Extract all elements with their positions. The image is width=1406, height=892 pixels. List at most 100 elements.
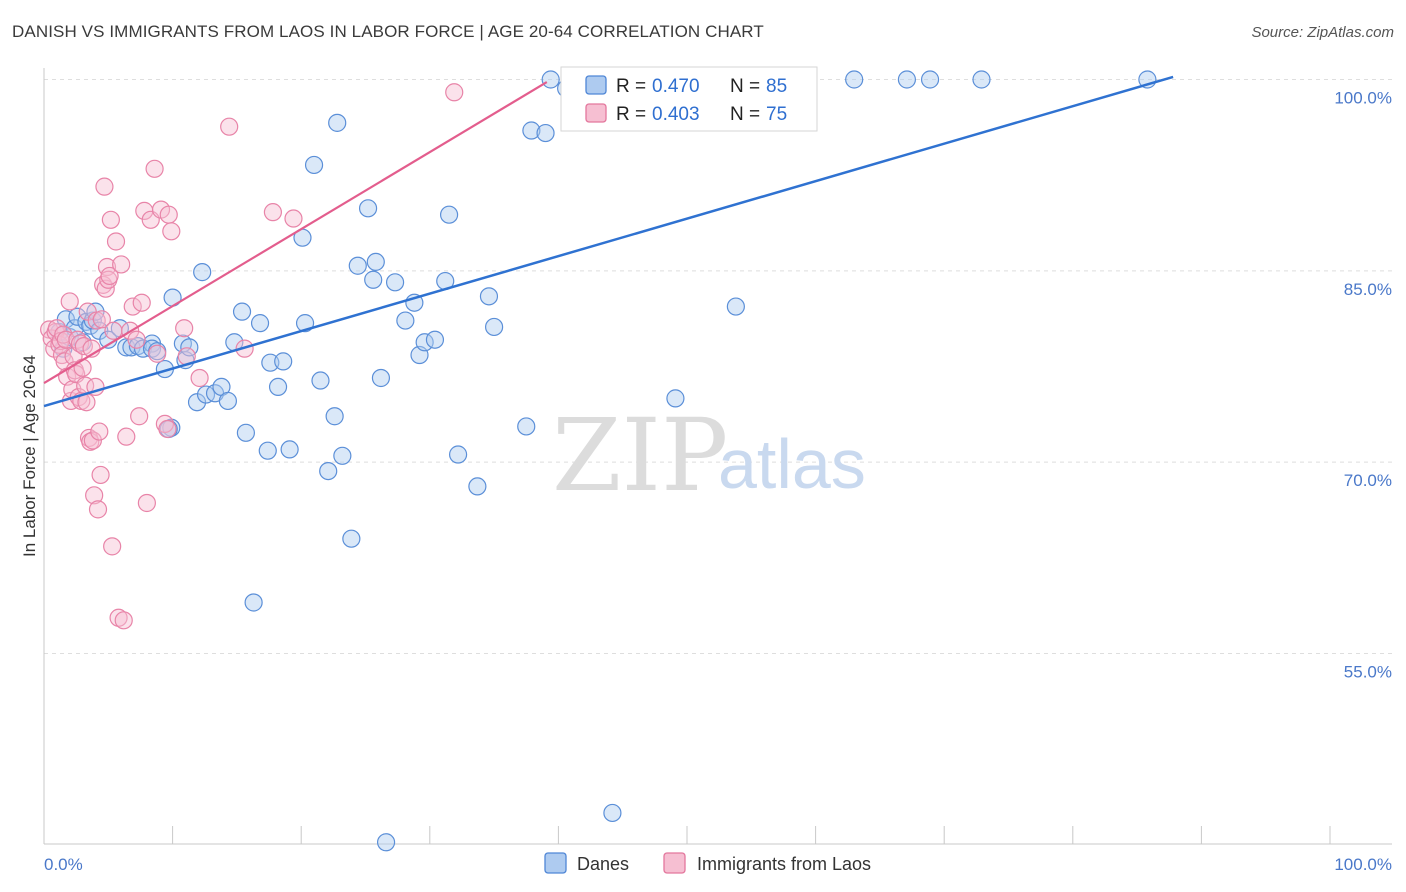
point-danes — [726, 297, 745, 316]
point-laos — [159, 205, 178, 224]
legend-swatch-danes — [585, 75, 607, 95]
point-danes — [541, 70, 560, 89]
point-danes — [897, 70, 917, 89]
point-laos — [148, 344, 167, 363]
point-laos — [54, 325, 73, 344]
point-danes — [325, 407, 344, 426]
point-danes — [261, 353, 280, 372]
point-danes — [142, 339, 162, 358]
watermark-atlas: atlas — [718, 425, 866, 503]
legend-n-value-laos: 75 — [766, 104, 787, 125]
point-laos — [73, 358, 92, 377]
point-laos — [155, 414, 174, 433]
point-danes — [396, 311, 415, 330]
point-danes — [244, 593, 263, 612]
point-danes — [268, 377, 288, 397]
point-danes — [517, 417, 536, 436]
x-tick-label-min: 0.0% — [44, 855, 83, 874]
point-danes — [333, 446, 352, 465]
point-laos — [158, 419, 177, 439]
trend-line-laos — [43, 81, 548, 385]
legend-r-label-danes: R = — [616, 76, 646, 97]
chart-title: DANISH VS IMMIGRANTS FROM LAOS IN LABOR … — [12, 22, 764, 41]
y-axis-tick-labels: 100.0% 85.0% 70.0% 55.0% — [1334, 89, 1392, 682]
point-danes — [425, 330, 445, 349]
point-laos — [284, 209, 303, 228]
point-laos — [145, 159, 164, 178]
point-danes — [845, 70, 864, 89]
point-danes — [479, 287, 499, 306]
point-laos — [91, 465, 110, 485]
legend-n-value-danes: 85 — [766, 76, 787, 97]
legend-swatch-laos — [585, 103, 607, 123]
bottom-legend: Danes Immigrants from Laos — [544, 852, 871, 874]
bottom-legend-swatch-laos — [663, 852, 686, 874]
point-laos — [162, 222, 181, 241]
x-axis-ticks — [172, 826, 1331, 844]
point-danes — [348, 256, 367, 275]
series-laos-points — [40, 83, 464, 630]
point-laos — [130, 407, 149, 426]
legend-box: R = 0.470 N = 85 R = 0.403 N = 75 — [560, 66, 818, 132]
y-tick-label: 55.0% — [1344, 663, 1392, 682]
point-danes — [280, 440, 299, 459]
point-laos — [109, 608, 128, 627]
point-laos — [263, 203, 283, 222]
point-danes — [376, 833, 396, 852]
chart-source: Source: ZipAtlas.com — [1251, 24, 1394, 41]
point-danes — [972, 70, 991, 89]
point-danes — [193, 263, 212, 282]
point-danes — [448, 445, 468, 464]
point-laos — [60, 292, 79, 311]
y-axis-title: In Labor Force | Age 20-64 — [20, 355, 39, 557]
point-danes — [522, 121, 541, 140]
point-laos — [220, 117, 239, 136]
point-laos — [100, 266, 119, 286]
point-laos — [137, 493, 156, 513]
point-laos — [127, 330, 146, 349]
point-danes — [328, 113, 347, 132]
bottom-legend-swatch-danes — [544, 852, 567, 874]
point-laos — [106, 232, 126, 251]
watermark-zip: ZIP — [552, 397, 728, 514]
point-laos — [445, 83, 464, 102]
point-danes — [485, 317, 504, 337]
point-danes — [366, 252, 385, 272]
legend-r-value-danes: 0.470 — [652, 76, 700, 97]
point-laos — [101, 210, 120, 229]
point-laos — [88, 500, 108, 519]
point-danes — [371, 368, 391, 388]
y-tick-label: 100.0% — [1334, 89, 1392, 108]
watermark: ZIP atlas — [552, 397, 866, 514]
point-danes — [295, 314, 315, 333]
point-laos — [85, 486, 104, 505]
point-danes — [311, 371, 330, 390]
point-danes — [258, 441, 277, 460]
point-danes — [128, 336, 147, 356]
bottom-legend-label-laos: Immigrants from Laos — [697, 854, 871, 874]
point-danes — [385, 273, 405, 292]
point-danes — [468, 477, 487, 496]
point-laos — [92, 310, 111, 329]
bottom-legend-label-danes: Danes — [577, 854, 629, 874]
y-tick-label: 85.0% — [1344, 280, 1392, 299]
point-laos — [123, 297, 142, 316]
y-tick-label: 70.0% — [1344, 471, 1392, 490]
point-danes — [439, 205, 459, 224]
point-laos — [117, 427, 136, 446]
axes — [43, 68, 1392, 845]
point-danes — [319, 461, 338, 481]
legend-r-label-laos: R = — [616, 104, 646, 125]
point-danes — [304, 155, 324, 175]
point-laos — [112, 255, 131, 274]
x-tick-label-max: 100.0% — [1334, 855, 1392, 874]
trend-line-danes — [43, 75, 1174, 408]
point-danes — [358, 199, 378, 218]
point-danes — [232, 302, 252, 321]
grid-lines — [44, 79, 1392, 654]
point-danes — [342, 529, 361, 548]
point-laos — [95, 177, 114, 196]
legend-n-label-danes: N = — [730, 76, 760, 97]
point-laos — [114, 611, 133, 630]
